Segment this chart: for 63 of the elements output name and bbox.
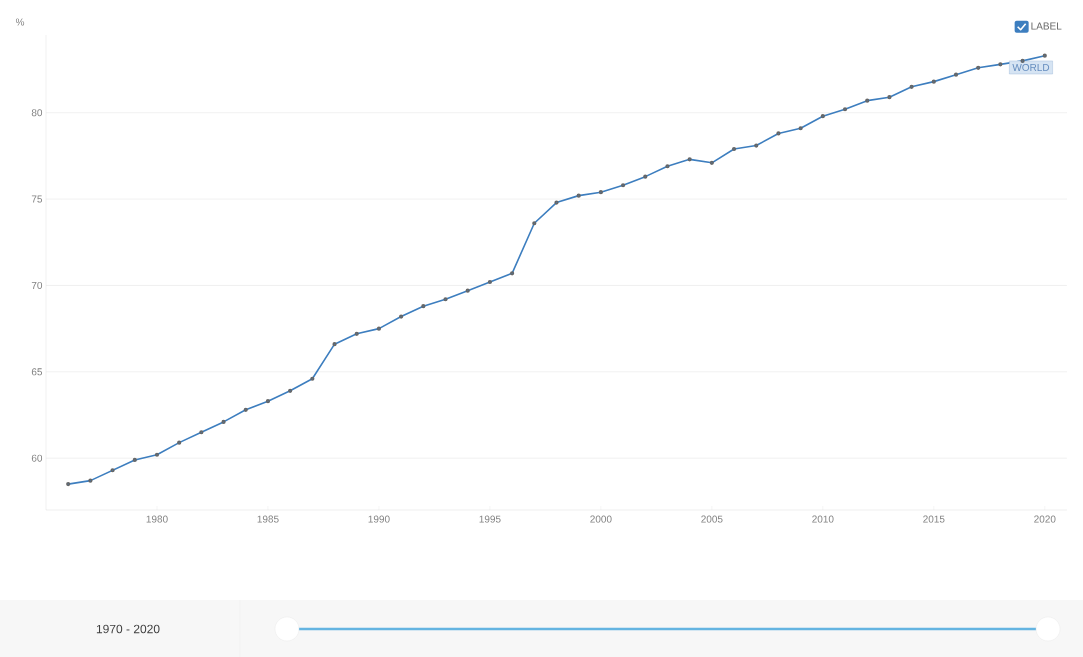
point — [265, 399, 271, 404]
point — [332, 342, 337, 347]
point — [154, 452, 160, 457]
point — [66, 481, 71, 487]
point — [177, 440, 182, 445]
point — [598, 190, 603, 195]
annotation: WORLD — [1012, 63, 1050, 71]
point — [620, 183, 626, 188]
point — [731, 146, 737, 152]
point — [820, 114, 825, 119]
x-tick-label: 2015 — [923, 515, 945, 523]
point — [354, 331, 359, 336]
point — [931, 79, 936, 84]
x-tick-label: 1980 — [146, 515, 168, 523]
point — [532, 221, 537, 226]
point — [798, 126, 803, 131]
point — [687, 157, 692, 162]
point — [754, 143, 759, 148]
legend-label: LABEL — [1031, 22, 1062, 30]
x-tick-label: 1985 — [257, 515, 279, 523]
y-tick-label: 80 — [31, 109, 43, 117]
point — [221, 419, 226, 425]
point — [132, 457, 137, 463]
point — [976, 65, 981, 70]
point — [576, 193, 581, 198]
x-tick-label: 2010 — [812, 515, 834, 523]
point — [709, 160, 714, 165]
y-tick-label: 60 — [31, 454, 43, 462]
point — [376, 326, 382, 331]
point — [865, 98, 870, 103]
point — [110, 468, 115, 473]
point — [643, 174, 648, 179]
point — [199, 430, 204, 435]
point — [554, 200, 559, 205]
y-tick-label: 75 — [31, 195, 43, 203]
point — [953, 72, 959, 77]
point — [443, 297, 448, 302]
point — [887, 95, 892, 100]
x-tick-label: 1995 — [479, 515, 501, 523]
text: 1970 - 2020 — [96, 624, 160, 634]
point — [776, 131, 781, 136]
y-tick-label: 70 — [31, 281, 43, 289]
point — [88, 478, 93, 483]
point — [288, 388, 293, 393]
y-tick-label: 65 — [31, 368, 43, 376]
x-tick-label: 1990 — [368, 515, 390, 523]
point — [1020, 58, 1025, 63]
point — [1042, 53, 1047, 58]
y-axis-title: % — [15, 18, 25, 26]
point — [465, 288, 470, 293]
point — [909, 84, 914, 89]
point — [399, 314, 404, 319]
point — [421, 304, 426, 309]
point — [842, 107, 848, 112]
point — [487, 279, 493, 285]
x-tick-label: 2005 — [701, 515, 723, 523]
x-tick-label: 2020 — [1034, 515, 1056, 523]
point — [998, 62, 1003, 67]
point — [243, 407, 248, 412]
point — [665, 164, 670, 169]
point — [510, 271, 515, 276]
point — [310, 376, 315, 381]
x-tick-label: 2000 — [590, 515, 612, 523]
